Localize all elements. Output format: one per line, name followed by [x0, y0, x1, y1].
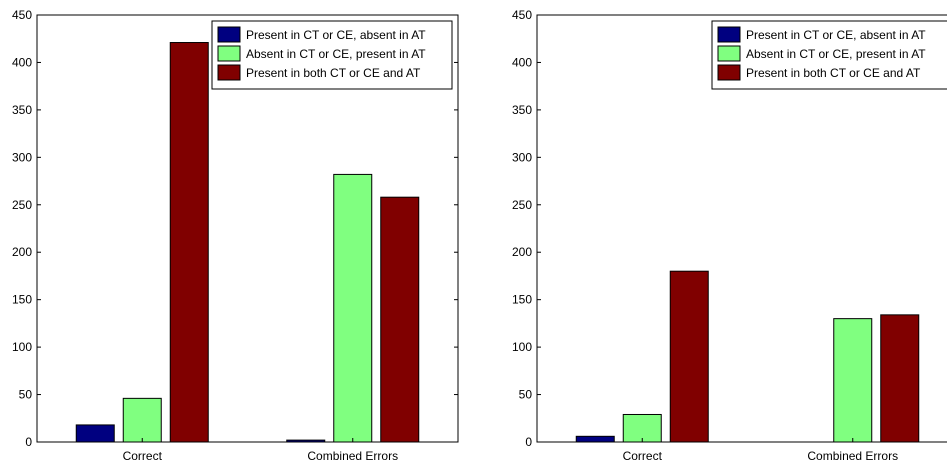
- y-tick-label: 100: [12, 340, 32, 354]
- y-tick-label: 450: [512, 8, 532, 22]
- y-tick-label: 450: [12, 8, 32, 22]
- y-tick-label: 300: [512, 150, 532, 164]
- x-tick-label: Combined Errors: [307, 449, 398, 463]
- bar-2-2: [833, 318, 873, 443]
- y-tick-label: 100: [512, 340, 532, 354]
- x-tick-label: Correct: [623, 449, 663, 463]
- chart-panel-1: Correct Combined Errors 0 50 100 150 200 250 300…: [12, 8, 459, 463]
- legend-swatch: [717, 26, 741, 43]
- y-tick-label: 200: [12, 245, 32, 259]
- y-tick-label: 400: [512, 55, 532, 69]
- plot-area-frame: [536, 14, 947, 443]
- chart-panel-2: Correct Combined Errors 0 50 100 150 200 250 300…: [512, 8, 947, 463]
- legend-swatch: [217, 64, 241, 81]
- y-tick-label: 400: [12, 55, 32, 69]
- y-tick-label: 300: [12, 150, 32, 164]
- legend-swatch: [217, 26, 241, 43]
- y-tick-label: 200: [512, 245, 532, 259]
- y-tick-label: 350: [512, 103, 532, 117]
- y-tick-label: 0: [525, 435, 532, 449]
- legend-swatch: [217, 45, 241, 62]
- legend-label: Absent in CT or CE, present in AT: [246, 47, 426, 61]
- x-tick-label: Combined Errors: [807, 449, 898, 463]
- y-tick-label: 350: [12, 103, 32, 117]
- bar-1-3: [669, 270, 709, 443]
- y-tick-label: 250: [12, 198, 32, 212]
- legend-box: [711, 20, 947, 90]
- legend-label: Absent in CT or CE, present in AT: [746, 47, 926, 61]
- y-tick-label: 250: [512, 198, 532, 212]
- legend-box: [211, 20, 453, 90]
- legend-label: Present in both CT or CE and AT: [246, 66, 421, 80]
- bar-1-1: [75, 424, 115, 443]
- legend-swatch: [717, 64, 741, 81]
- bar-2-3: [380, 196, 420, 443]
- bar-1-3: [169, 42, 209, 443]
- legend-label: Present in CT or CE, absent in AT: [246, 28, 426, 42]
- bar-2-3: [880, 314, 920, 443]
- bar-1-2: [622, 413, 662, 443]
- legend-label: Present in both CT or CE and AT: [746, 66, 921, 80]
- legend-swatch: [717, 45, 741, 62]
- x-tick-label: Correct: [123, 449, 163, 463]
- bar-1-2: [122, 397, 162, 443]
- legend: Present in CT or CE, absent in AT Absent …: [211, 20, 453, 90]
- bar-1-1: [575, 435, 615, 443]
- y-tick-label: 150: [12, 293, 32, 307]
- legend-label: Present in CT or CE, absent in AT: [746, 28, 926, 42]
- bar-2-2: [333, 173, 373, 443]
- y-tick-label: 0: [25, 435, 32, 449]
- plot-area-frame: [36, 14, 459, 443]
- y-tick-label: 150: [512, 293, 532, 307]
- legend: Present in CT or CE, absent in AT Absent …: [711, 20, 947, 90]
- y-tick-label: 50: [19, 388, 33, 402]
- y-tick-label: 50: [519, 388, 533, 402]
